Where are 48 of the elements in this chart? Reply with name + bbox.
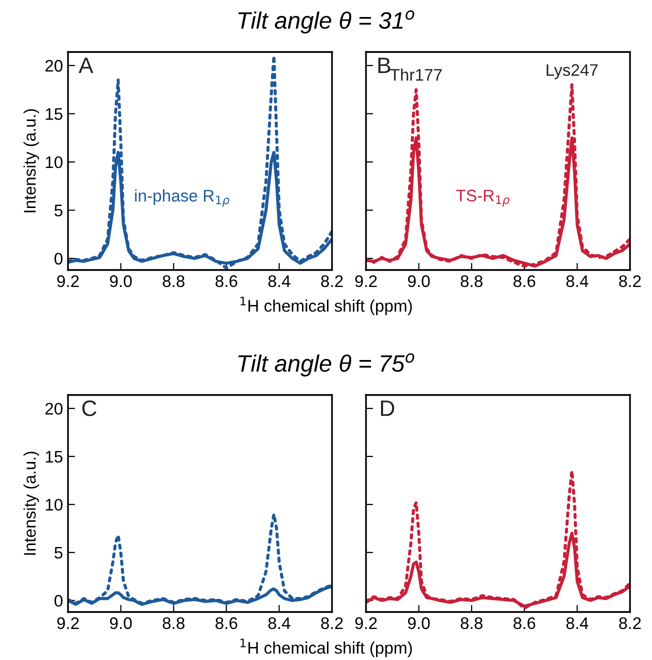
annotation: C — [82, 400, 96, 416]
x-tick-label: 8.6 — [514, 275, 536, 288]
x-tick-label: 9.0 — [110, 617, 132, 630]
x-tick-label: 8.2 — [321, 617, 343, 630]
x-tick-label: 9.0 — [408, 275, 430, 288]
y-tick-label: 0 — [54, 252, 62, 265]
y-tick-label: 15 — [46, 108, 62, 120]
x-tick-label: 8.4 — [566, 275, 588, 288]
y-tick-label: 15 — [46, 451, 62, 463]
chart-title: Tilt angle θ = 75$^{o}$ — [238, 353, 414, 377]
y-tick-label: 10 — [46, 498, 62, 511]
annotation: Thr177 — [390, 68, 442, 81]
x-tick-label: 8.8 — [460, 275, 482, 288]
y-tick-label: 20 — [45, 60, 62, 72]
annotation: TS-R$_{1ρ}$ — [456, 190, 510, 206]
x-tick-label: 8.8 — [162, 617, 184, 630]
x-tick-label: 8.8 — [460, 617, 482, 630]
y-axis-title: Intensity (a.u.) — [24, 452, 40, 555]
x-tick-label: 8.4 — [566, 617, 588, 630]
y-tick-label: 5 — [54, 204, 62, 216]
y-tick-label: 0 — [54, 594, 62, 607]
x-axis-title: $^{1}$H chemical shift (ppm) — [240, 638, 412, 658]
x-tick-label: 8.4 — [268, 617, 290, 630]
y-tick-label: 10 — [46, 156, 62, 168]
annotation: D — [381, 400, 394, 416]
x-tick-label: 9.0 — [408, 617, 430, 630]
x-tick-label: 8.6 — [216, 275, 238, 288]
x-tick-label: 8.2 — [321, 275, 343, 288]
annotation: Lys247 — [546, 64, 598, 80]
y-axis-title: Intensity (a.u.) — [24, 109, 40, 212]
x-axis-title: $^{1}$H chemical shift (ppm) — [240, 296, 412, 316]
x-tick-label: 8.2 — [619, 275, 641, 288]
x-tick-label: 9.2 — [57, 617, 79, 630]
annotation: B — [378, 58, 390, 74]
y-tick-label: 20 — [45, 402, 62, 415]
x-tick-label: 9.2 — [355, 275, 377, 288]
x-tick-label: 9.2 — [57, 275, 79, 288]
annotation: in-phase R$_{1ρ}$ — [135, 189, 230, 207]
x-tick-label: 8.2 — [619, 617, 641, 630]
chart-title: Tilt angle θ = 31$^{o}$ — [238, 10, 414, 34]
x-tick-label: 8.8 — [162, 275, 184, 288]
x-tick-label: 9.2 — [355, 617, 377, 630]
x-tick-label: 8.6 — [216, 617, 238, 630]
annotation: A — [78, 58, 94, 74]
x-tick-label: 8.6 — [514, 617, 536, 630]
x-tick-label: 9.0 — [110, 275, 132, 288]
x-tick-label: 8.4 — [268, 275, 290, 288]
y-tick-label: 5 — [54, 547, 62, 559]
